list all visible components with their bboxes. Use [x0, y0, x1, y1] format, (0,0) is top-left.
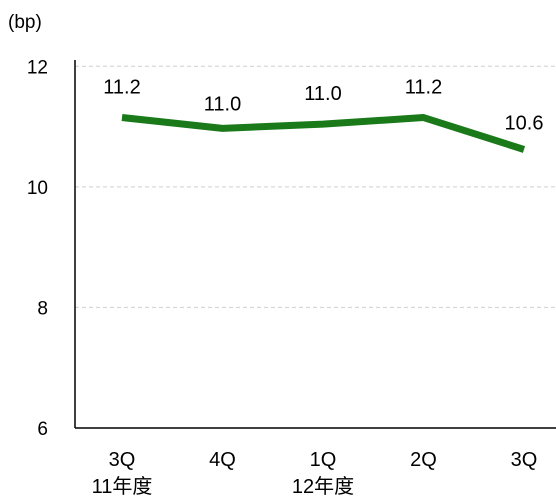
y-tick-label-6: 6 [37, 419, 48, 440]
series-line-0 [121, 114, 526, 153]
data-label-4: 10.6 [505, 112, 544, 134]
fiscal-year-label-2: 12年度 [292, 475, 354, 497]
series-layer [121, 114, 526, 153]
x-category-label-2: 1Q [310, 449, 337, 471]
data-label-1: 11.0 [204, 93, 241, 115]
x-category-label-4: 3Q [511, 449, 538, 471]
x-category-label-3: 2Q [410, 449, 437, 471]
fiscal-year-label-0: 11年度 [92, 475, 153, 497]
data-label-2: 11.0 [304, 83, 341, 105]
axes [74, 60, 556, 429]
x-category-labels: 3Q 4Q 1Q 2Q 3Q 11年度 12年度 [92, 449, 538, 497]
x-category-label-0: 3Q [109, 449, 136, 471]
x-category-label-1: 4Q [209, 449, 236, 471]
y-tick-label-12: 12 [27, 57, 48, 78]
data-label-0: 11.2 [103, 77, 140, 99]
y-tick-labels: 6 8 10 12 [27, 57, 48, 440]
data-label-3: 11.2 [405, 77, 442, 99]
y-tick-label-10: 10 [27, 178, 48, 199]
gridlines [75, 65, 556, 308]
y-unit-label: (bp) [8, 12, 42, 33]
data-labels: 11.2 11.0 11.0 11.2 10.6 [103, 77, 543, 135]
y-tick-label-8: 8 [37, 298, 48, 319]
